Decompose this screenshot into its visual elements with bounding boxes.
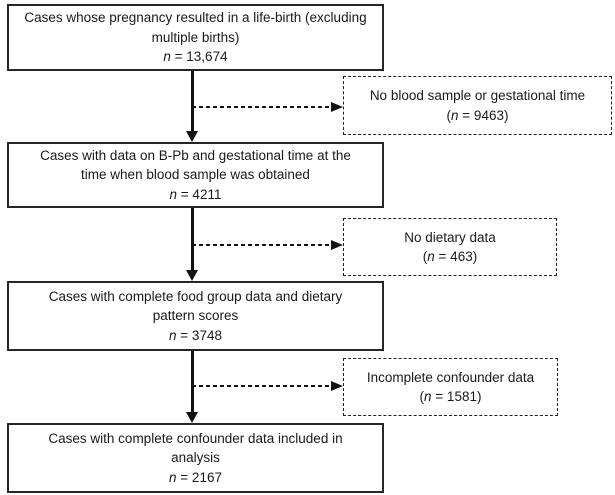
arrow-down-3: [190, 351, 194, 413]
flow-box-excluded-incomplete-confounder: Incomplete confounder data (n = 1581): [343, 358, 558, 416]
arrow-branch-2: [192, 244, 332, 246]
flow-box-included-in-analysis: Cases with complete confounder data incl…: [7, 423, 384, 493]
arrow-down-2-head-icon: [186, 270, 198, 281]
box-n-count: (n = 463): [423, 247, 477, 267]
n-symbol: n: [451, 107, 459, 123]
n-value: = 463): [434, 249, 478, 264]
box-text-line: Cases whose pregnancy resulted in a life…: [24, 10, 367, 26]
arrow-down-2: [190, 208, 194, 271]
box-text-line: pattern scores: [152, 308, 239, 324]
n-symbol: n: [427, 249, 435, 264]
box-n-count: n = 3748: [169, 326, 222, 346]
arrow-branch-3: [192, 385, 332, 387]
box-n-count: n = 2167: [169, 468, 222, 488]
box-text-line: time when blood sample was obtained: [81, 167, 310, 183]
n-paren: (: [446, 107, 452, 123]
n-symbol: n: [424, 389, 432, 404]
flow-box-food-group-data: Cases with complete food group data and …: [7, 281, 384, 351]
box-text-line: No dietary data: [404, 229, 496, 245]
box-text-line: Incomplete confounder data: [366, 369, 535, 385]
n-symbol: n: [169, 469, 177, 485]
n-value: = 2167: [176, 469, 222, 485]
n-paren: (: [419, 389, 425, 404]
box-text-line: No blood sample or gestational time: [369, 88, 586, 103]
flow-box-live-births: Cases whose pregnancy resulted in a life…: [7, 4, 384, 71]
flow-box-bpb-gestational-data: Cases with data on B-Pb and gestational …: [7, 142, 384, 208]
n-symbol: n: [163, 49, 171, 65]
n-value: = 9463): [458, 107, 509, 123]
box-text-line: Cases with complete food group data and …: [48, 288, 343, 304]
n-value: = 1581): [431, 389, 482, 404]
box-n-count: (n = 9463): [447, 106, 509, 126]
arrow-down-3-head-icon: [186, 412, 198, 423]
arrow-down-1-head-icon: [186, 131, 198, 142]
n-value: = 4211: [177, 186, 222, 202]
n-value: = 13,674: [170, 49, 228, 65]
box-text-line: multiple births): [151, 29, 240, 45]
arrow-branch-2-head-icon: [331, 239, 343, 250]
flow-box-excluded-no-blood-sample: No blood sample or gestational time (n =…: [343, 76, 612, 135]
n-symbol: n: [169, 186, 178, 202]
arrow-down-1: [190, 71, 194, 132]
box-text-line: analysis: [171, 450, 220, 466]
box-n-count: (n = 1581): [420, 387, 482, 407]
box-n-count: n = 13,674: [163, 47, 227, 67]
box-text-line: Cases with complete confounder data incl…: [48, 430, 343, 446]
arrow-branch-3-head-icon: [331, 380, 343, 391]
n-symbol: n: [169, 327, 177, 343]
flow-box-excluded-no-dietary-data: No dietary data (n = 463): [343, 218, 557, 276]
n-value: = 3748: [176, 327, 222, 343]
box-text-line: Cases with data on B-Pb and gestational …: [40, 147, 351, 163]
n-paren: (: [422, 249, 428, 264]
arrow-branch-1-head-icon: [331, 101, 343, 112]
box-n-count: n = 4211: [170, 185, 222, 205]
arrow-branch-1: [192, 106, 332, 108]
